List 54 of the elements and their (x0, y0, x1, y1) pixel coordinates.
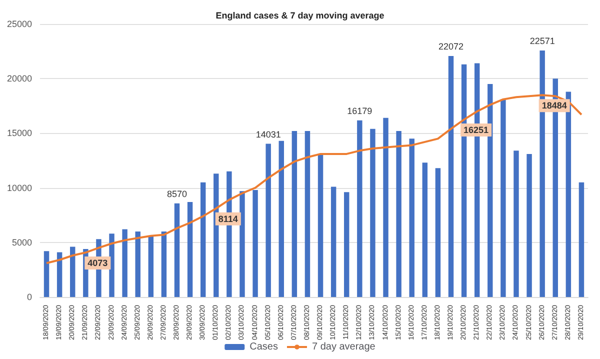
bar (122, 229, 128, 297)
bar (109, 234, 114, 297)
bar (174, 203, 180, 297)
data-label: 22571 (530, 36, 555, 46)
bar (252, 190, 258, 297)
bar (383, 118, 388, 297)
chart-title: England cases & 7 day moving average (216, 10, 384, 20)
legend-label: 7 day average (312, 342, 376, 352)
bar (135, 231, 140, 297)
bar (357, 120, 362, 297)
bar (200, 182, 206, 297)
data-label: 22072 (438, 41, 464, 52)
bar (566, 92, 572, 297)
bar (278, 140, 284, 297)
bar (578, 182, 584, 297)
bar (148, 236, 154, 297)
data-label: 8114 (218, 214, 238, 224)
bar (370, 128, 376, 297)
bar (187, 202, 193, 297)
bar (488, 84, 493, 297)
bar (330, 186, 336, 297)
y-tick-label: 10000 (6, 182, 32, 193)
bar (240, 191, 245, 297)
line-series (46, 94, 582, 264)
bar (266, 144, 271, 297)
bar (304, 131, 310, 297)
y-tick-label: 25000 (6, 19, 32, 29)
bar (292, 131, 298, 297)
bar (214, 174, 219, 297)
y-tick-label: 0 (26, 292, 32, 302)
y-tick-label: 15000 (6, 128, 32, 138)
bar (500, 99, 506, 297)
y-tick-label: 20000 (6, 74, 32, 84)
data-label: 14031 (256, 129, 281, 140)
bar (514, 150, 519, 297)
bar (435, 168, 441, 297)
data-label: 16251 (464, 125, 489, 136)
bar (396, 131, 402, 297)
bar (161, 231, 167, 297)
y-tick-label: 5000 (12, 237, 32, 248)
data-label: 18484 (542, 100, 567, 111)
bar (70, 246, 76, 297)
data-label: 4073 (88, 258, 108, 268)
bar (409, 138, 414, 297)
data-label: 16179 (347, 106, 372, 116)
bar (56, 252, 62, 297)
legend-label: Cases (250, 342, 278, 352)
bar (318, 155, 324, 297)
bar (44, 251, 50, 297)
bar (526, 154, 532, 297)
bar (344, 192, 350, 297)
data-label: 8570 (166, 188, 188, 199)
bar (448, 56, 454, 297)
bar (422, 162, 428, 297)
